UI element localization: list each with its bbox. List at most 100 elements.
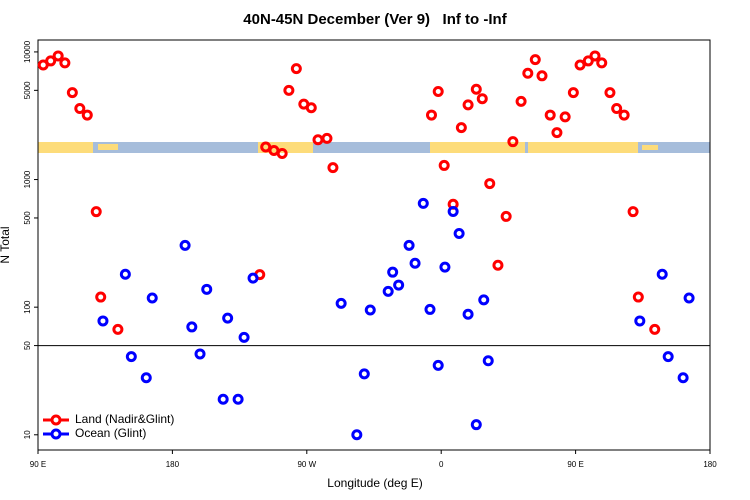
point bbox=[409, 257, 421, 269]
y-tick-label: 500 bbox=[23, 211, 32, 225]
point bbox=[74, 103, 86, 115]
point bbox=[522, 67, 534, 79]
point bbox=[393, 279, 405, 291]
point bbox=[283, 84, 295, 96]
y-tick-label: 5000 bbox=[23, 81, 32, 99]
point bbox=[351, 429, 363, 441]
point bbox=[186, 321, 198, 333]
land-strip bbox=[528, 142, 638, 153]
point bbox=[217, 393, 229, 405]
point bbox=[618, 109, 630, 121]
chart-title: 40N-45N December (Ver 9) Inf to -Inf bbox=[243, 11, 507, 28]
point bbox=[453, 227, 465, 239]
point bbox=[500, 210, 512, 222]
point bbox=[634, 315, 646, 327]
y-tick-label: 100 bbox=[23, 300, 32, 314]
y-tick-label: 10 bbox=[23, 430, 32, 439]
point bbox=[462, 308, 474, 320]
point bbox=[112, 323, 124, 335]
point bbox=[515, 95, 527, 107]
point bbox=[536, 70, 548, 82]
point bbox=[544, 109, 556, 121]
point bbox=[582, 55, 594, 67]
land-strip bbox=[642, 145, 658, 150]
point bbox=[627, 206, 639, 218]
point bbox=[52, 50, 64, 62]
point bbox=[290, 63, 302, 75]
point bbox=[476, 93, 488, 105]
point bbox=[438, 159, 450, 171]
point bbox=[507, 136, 519, 148]
land-strip bbox=[258, 142, 313, 153]
legend-label: Ocean (Glint) bbox=[75, 426, 146, 440]
land-strip bbox=[430, 142, 525, 153]
point bbox=[470, 419, 482, 431]
point bbox=[462, 99, 474, 111]
point bbox=[312, 134, 324, 146]
point bbox=[387, 266, 399, 278]
point bbox=[222, 312, 234, 324]
point bbox=[482, 355, 494, 367]
point bbox=[656, 268, 668, 280]
point bbox=[146, 292, 158, 304]
point bbox=[66, 87, 78, 99]
x-tick-label: 90 E bbox=[30, 460, 46, 469]
point bbox=[417, 197, 429, 209]
point bbox=[95, 291, 107, 303]
x-axis-label: Longitude (deg E) bbox=[327, 476, 422, 490]
point bbox=[194, 348, 206, 360]
x-tick-label: 90 E bbox=[567, 460, 583, 469]
point bbox=[596, 57, 608, 69]
y-tick-label: 50 bbox=[23, 341, 32, 350]
plot-frame bbox=[37, 39, 711, 451]
y-axis-label: N Total bbox=[0, 226, 12, 263]
y-tick-label: 1000 bbox=[23, 170, 32, 188]
x-tick-label: 180 bbox=[703, 460, 717, 469]
point bbox=[247, 272, 259, 284]
point bbox=[327, 162, 339, 174]
point bbox=[632, 291, 644, 303]
point bbox=[662, 351, 674, 363]
ocean-strip bbox=[38, 142, 710, 153]
point bbox=[45, 55, 57, 67]
point bbox=[59, 57, 71, 69]
point bbox=[470, 83, 482, 95]
point bbox=[382, 285, 394, 297]
point bbox=[484, 178, 496, 190]
point bbox=[125, 351, 137, 363]
point bbox=[335, 297, 347, 309]
point bbox=[305, 102, 317, 114]
legend-marker bbox=[50, 428, 62, 440]
point bbox=[432, 85, 444, 97]
surface-strip bbox=[38, 142, 710, 153]
point bbox=[424, 303, 436, 315]
point bbox=[364, 304, 376, 316]
x-tick-label: 0 bbox=[439, 460, 444, 469]
point bbox=[179, 239, 191, 251]
point bbox=[455, 122, 467, 134]
point bbox=[447, 205, 459, 217]
point bbox=[90, 206, 102, 218]
point bbox=[321, 132, 333, 144]
point bbox=[432, 359, 444, 371]
point bbox=[574, 59, 586, 71]
legend-marker bbox=[50, 414, 62, 426]
point bbox=[677, 372, 689, 384]
point bbox=[425, 109, 437, 121]
point bbox=[358, 368, 370, 380]
land-strip bbox=[98, 144, 118, 150]
x-tick-label: 180 bbox=[166, 460, 180, 469]
point bbox=[403, 239, 415, 251]
point bbox=[529, 54, 541, 66]
point bbox=[589, 50, 601, 62]
point bbox=[97, 315, 109, 327]
point bbox=[140, 372, 152, 384]
point bbox=[81, 109, 93, 121]
point bbox=[276, 147, 288, 159]
point bbox=[559, 111, 571, 123]
point bbox=[439, 261, 451, 273]
point bbox=[478, 294, 490, 306]
point bbox=[119, 268, 131, 280]
